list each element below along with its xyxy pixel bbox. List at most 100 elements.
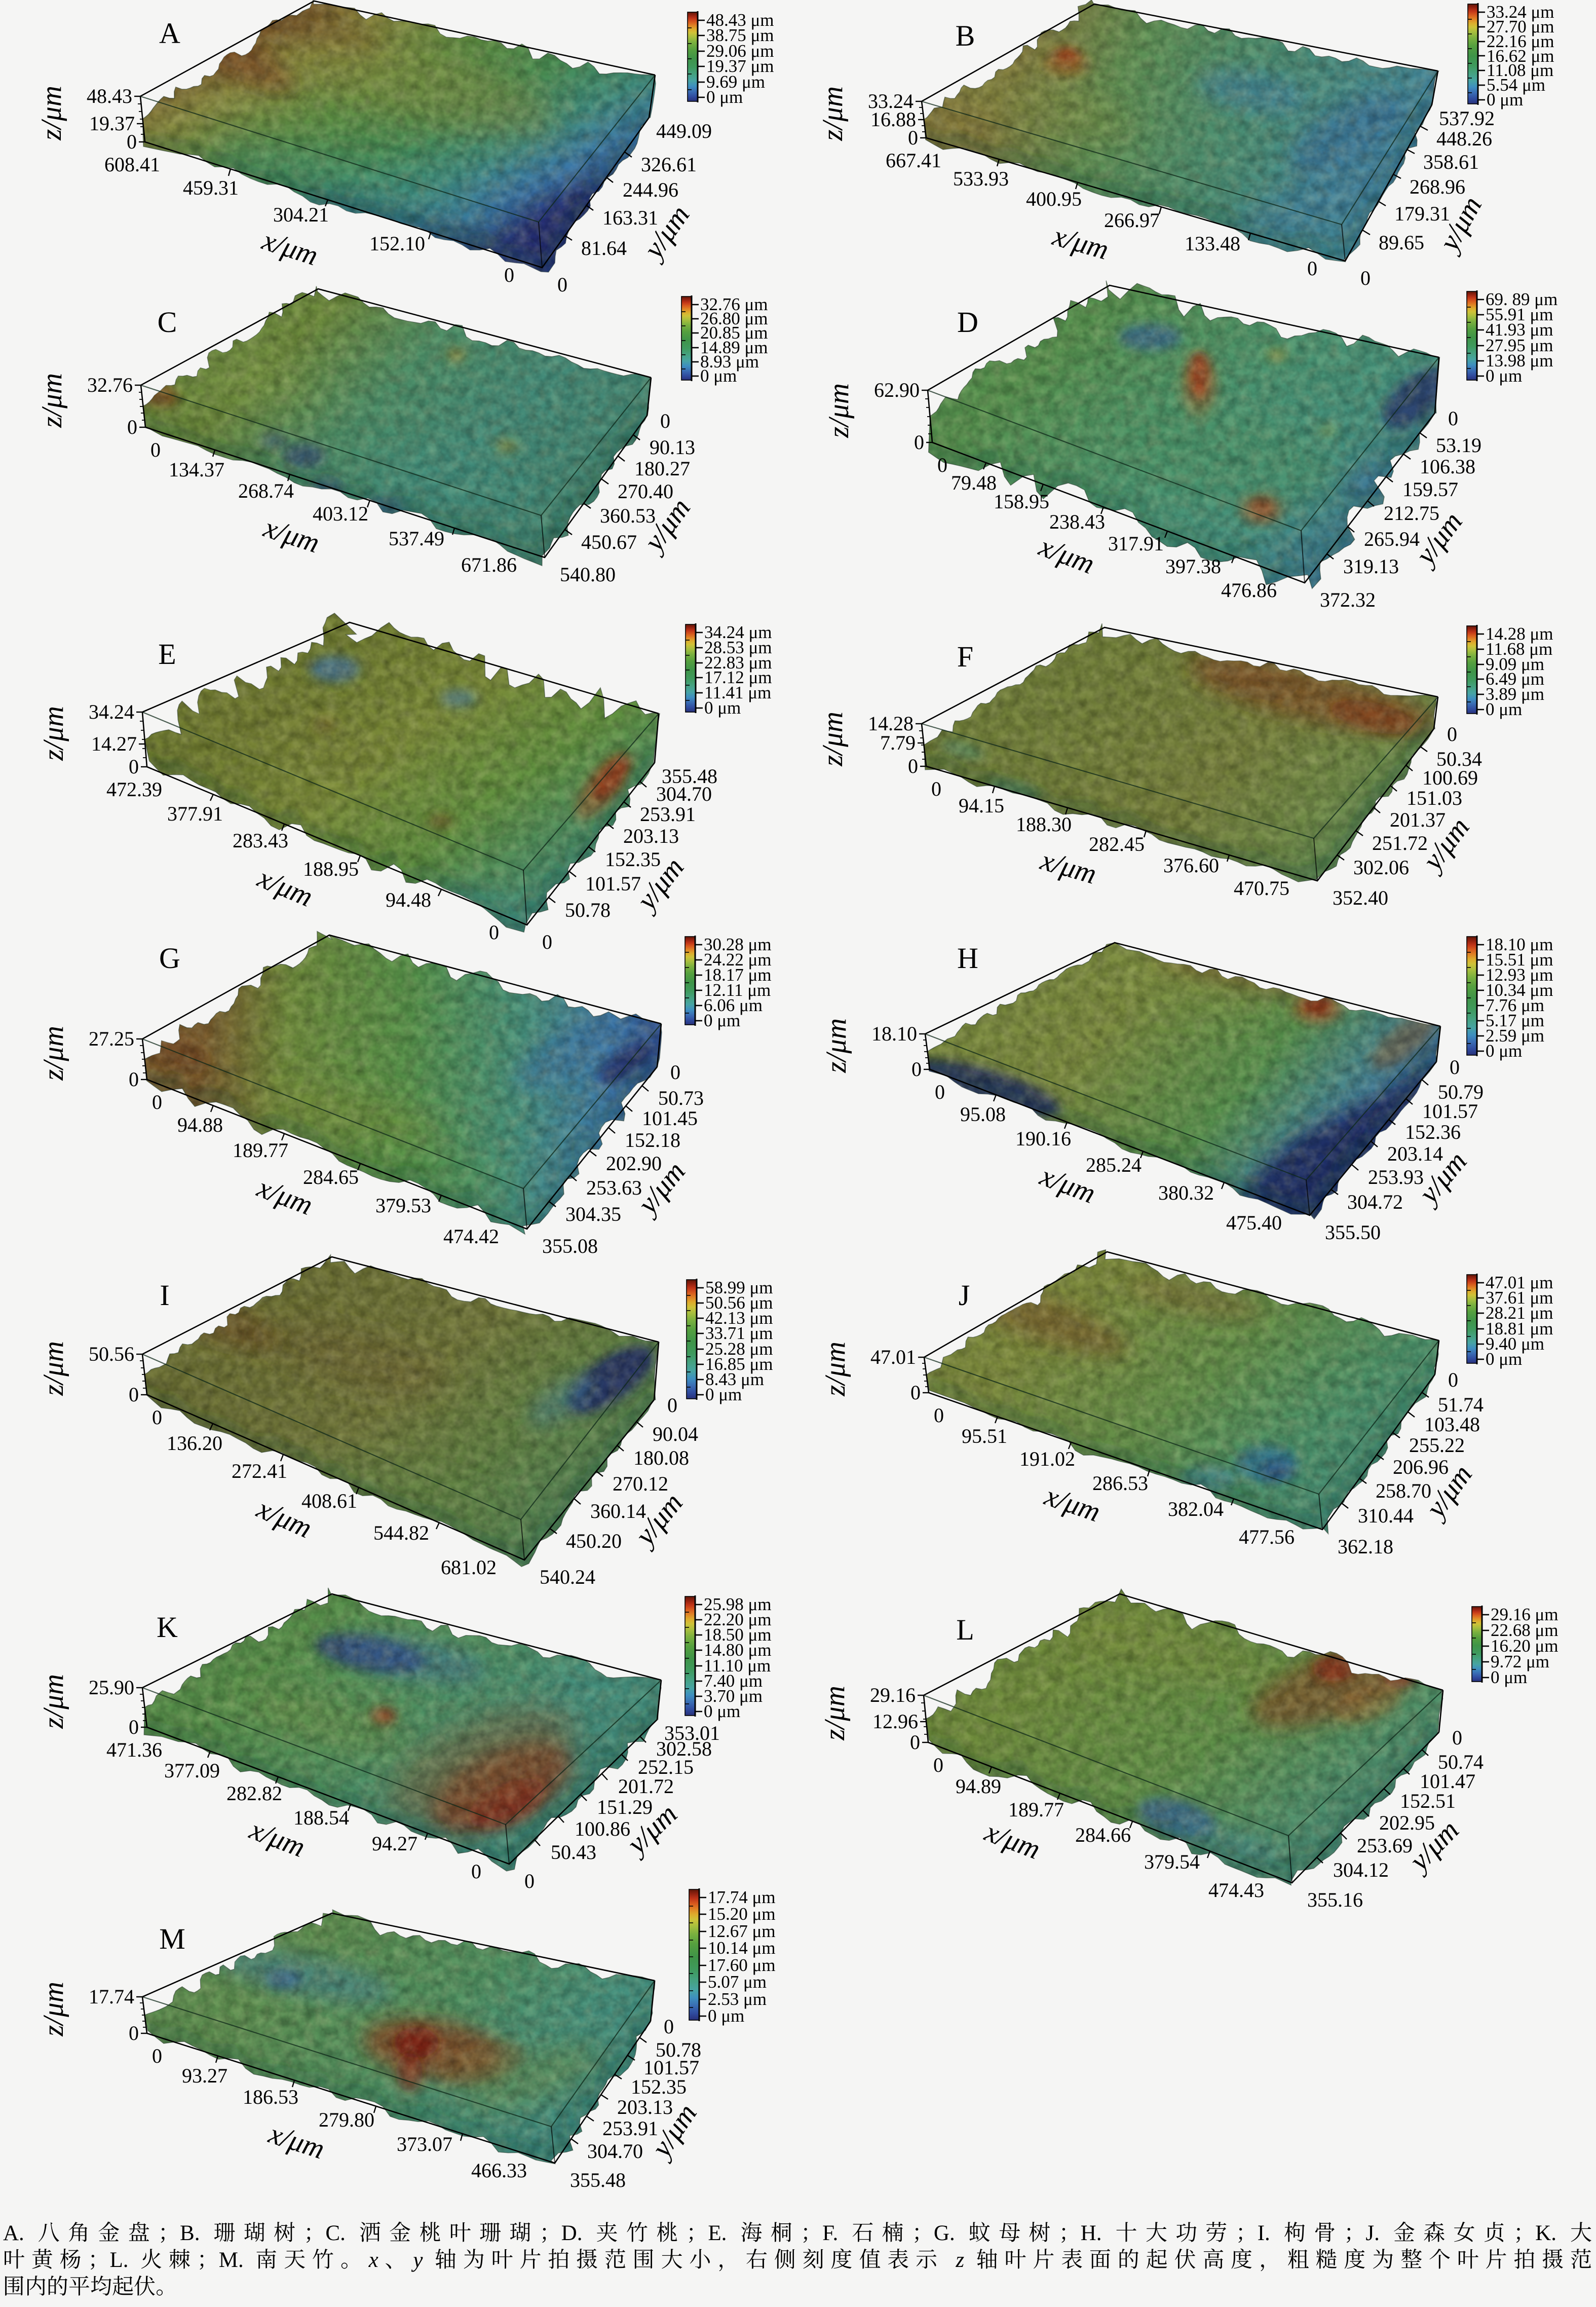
svg-text:18.81 μm: 18.81 μm bbox=[1486, 1319, 1553, 1338]
svg-text:282.82: 282.82 bbox=[226, 1782, 282, 1805]
svg-text:34.24 μm: 34.24 μm bbox=[704, 622, 772, 642]
svg-text:151.29: 151.29 bbox=[597, 1796, 653, 1818]
svg-text:18.10 μm: 18.10 μm bbox=[1486, 935, 1553, 954]
svg-text:90.04: 90.04 bbox=[653, 1423, 698, 1445]
svg-text:0: 0 bbox=[152, 1406, 162, 1429]
svg-text:18.50 μm: 18.50 μm bbox=[704, 1625, 772, 1645]
svg-text:28.53 μm: 28.53 μm bbox=[704, 638, 772, 657]
svg-text:z/μm: z/μm bbox=[819, 1686, 851, 1741]
svg-text:533.93: 533.93 bbox=[953, 167, 1009, 190]
svg-text:326.61: 326.61 bbox=[641, 153, 697, 176]
svg-text:377.91: 377.91 bbox=[167, 802, 223, 825]
svg-text:0: 0 bbox=[1450, 1056, 1460, 1078]
svg-text:17.74: 17.74 bbox=[89, 1985, 134, 2008]
svg-text:50.56 μm: 50.56 μm bbox=[705, 1293, 773, 1313]
svg-text:304.35: 304.35 bbox=[565, 1203, 621, 1225]
svg-text:470.75: 470.75 bbox=[1234, 877, 1289, 900]
svg-text:50.78: 50.78 bbox=[656, 2038, 701, 2061]
svg-text:5.07 μm: 5.07 μm bbox=[708, 1972, 767, 1992]
svg-text:0: 0 bbox=[129, 1716, 139, 1738]
svg-text:450.20: 450.20 bbox=[566, 1530, 622, 1552]
svg-text:151.03: 151.03 bbox=[1407, 787, 1462, 809]
svg-text:0 μm: 0 μm bbox=[706, 87, 743, 107]
svg-text:203.14: 203.14 bbox=[1387, 1142, 1443, 1165]
svg-text:163.31: 163.31 bbox=[602, 206, 658, 229]
svg-text:z/μm: z/μm bbox=[37, 1982, 69, 2037]
svg-text:101.57: 101.57 bbox=[585, 872, 641, 895]
svg-text:95.51: 95.51 bbox=[962, 1425, 1007, 1447]
svg-text:94.89: 94.89 bbox=[956, 1775, 1001, 1798]
svg-text:179.31: 179.31 bbox=[1394, 202, 1450, 225]
svg-text:372.32: 372.32 bbox=[1320, 588, 1376, 611]
svg-text:466.33: 466.33 bbox=[471, 2159, 527, 2182]
svg-text:16.85 μm: 16.85 μm bbox=[705, 1354, 773, 1374]
svg-text:A: A bbox=[159, 17, 180, 50]
svg-text:180.08: 180.08 bbox=[633, 1446, 689, 1469]
svg-text:152.10: 152.10 bbox=[369, 232, 425, 255]
svg-text:18.17 μm: 18.17 μm bbox=[704, 965, 772, 985]
svg-text:212.75: 212.75 bbox=[1384, 502, 1439, 525]
svg-text:450.67: 450.67 bbox=[581, 531, 637, 553]
svg-text:28.21 μm: 28.21 μm bbox=[1486, 1303, 1553, 1323]
svg-text:17.74 μm: 17.74 μm bbox=[708, 1887, 776, 1907]
svg-text:69. 89 μm: 69. 89 μm bbox=[1486, 289, 1557, 309]
svg-text:0: 0 bbox=[127, 130, 137, 153]
svg-text:11.68 μm: 11.68 μm bbox=[1486, 639, 1552, 659]
svg-text:50.34: 50.34 bbox=[1436, 748, 1482, 770]
svg-text:360.14: 360.14 bbox=[590, 1500, 646, 1522]
svg-text:29.16 μm: 29.16 μm bbox=[1491, 1605, 1559, 1624]
svg-text:94.48: 94.48 bbox=[386, 888, 431, 911]
svg-text:0: 0 bbox=[471, 1860, 481, 1883]
svg-text:304.70: 304.70 bbox=[656, 783, 712, 805]
svg-text:304.21: 304.21 bbox=[273, 203, 329, 226]
svg-text:282.45: 282.45 bbox=[1089, 833, 1145, 855]
svg-text:380.32: 380.32 bbox=[1158, 1181, 1214, 1204]
svg-text:x/μm: x/μm bbox=[1049, 219, 1112, 266]
svg-text:253.93: 253.93 bbox=[1368, 1166, 1424, 1188]
svg-text:19.37 μm: 19.37 μm bbox=[706, 56, 774, 76]
svg-text:95.08: 95.08 bbox=[960, 1103, 1006, 1126]
svg-text:0: 0 bbox=[914, 431, 924, 454]
svg-text:89.65: 89.65 bbox=[1379, 231, 1424, 254]
svg-text:16.20 μm: 16.20 μm bbox=[1491, 1636, 1559, 1656]
svg-text:537.49: 537.49 bbox=[389, 527, 444, 550]
svg-text:152.35: 152.35 bbox=[631, 2075, 687, 2098]
svg-text:100.69: 100.69 bbox=[1422, 766, 1478, 789]
svg-text:284.66: 284.66 bbox=[1075, 1824, 1131, 1846]
svg-text:C: C bbox=[158, 306, 177, 339]
svg-text:32.76: 32.76 bbox=[87, 374, 133, 396]
svg-text:94.88: 94.88 bbox=[177, 1113, 223, 1136]
svg-text:K: K bbox=[157, 1611, 178, 1644]
svg-text:29.06 μm: 29.06 μm bbox=[706, 41, 774, 61]
svg-text:474.43: 474.43 bbox=[1208, 1879, 1264, 1902]
svg-text:0 μm: 0 μm bbox=[708, 2006, 744, 2026]
svg-text:253.63: 253.63 bbox=[586, 1176, 642, 1199]
svg-text:0: 0 bbox=[127, 416, 137, 438]
svg-text:400.95: 400.95 bbox=[1026, 188, 1082, 210]
svg-text:270.12: 270.12 bbox=[613, 1472, 668, 1495]
svg-text:55.91 μm: 55.91 μm bbox=[1486, 305, 1553, 324]
svg-text:284.65: 284.65 bbox=[303, 1166, 359, 1188]
svg-text:285.24: 285.24 bbox=[1086, 1154, 1142, 1176]
svg-text:472.39: 472.39 bbox=[106, 778, 162, 801]
svg-text:9.72 μm: 9.72 μm bbox=[1491, 1652, 1549, 1671]
svg-text:z/μm: z/μm bbox=[817, 712, 849, 767]
svg-text:352.40: 352.40 bbox=[1333, 886, 1388, 909]
svg-text:12.96: 12.96 bbox=[872, 1710, 918, 1733]
svg-text:159.57: 159.57 bbox=[1402, 478, 1458, 501]
svg-text:449.09: 449.09 bbox=[656, 120, 712, 142]
svg-text:0: 0 bbox=[935, 1081, 945, 1103]
svg-text:0: 0 bbox=[908, 126, 918, 149]
svg-text:251.72: 251.72 bbox=[1372, 832, 1428, 854]
svg-text:152.35: 152.35 bbox=[605, 848, 661, 871]
svg-text:252.15: 252.15 bbox=[638, 1756, 694, 1778]
svg-text:608.41: 608.41 bbox=[104, 153, 160, 176]
svg-text:270.40: 270.40 bbox=[618, 480, 673, 503]
svg-text:25.28 μm: 25.28 μm bbox=[705, 1339, 773, 1359]
svg-text:279.80: 279.80 bbox=[319, 2108, 374, 2131]
svg-text:10.34 μm: 10.34 μm bbox=[1486, 980, 1553, 1000]
svg-text:15.20 μm: 15.20 μm bbox=[708, 1904, 776, 1924]
svg-text:0: 0 bbox=[910, 1731, 920, 1754]
svg-text:283.43: 283.43 bbox=[233, 829, 288, 852]
svg-text:0: 0 bbox=[129, 755, 139, 778]
